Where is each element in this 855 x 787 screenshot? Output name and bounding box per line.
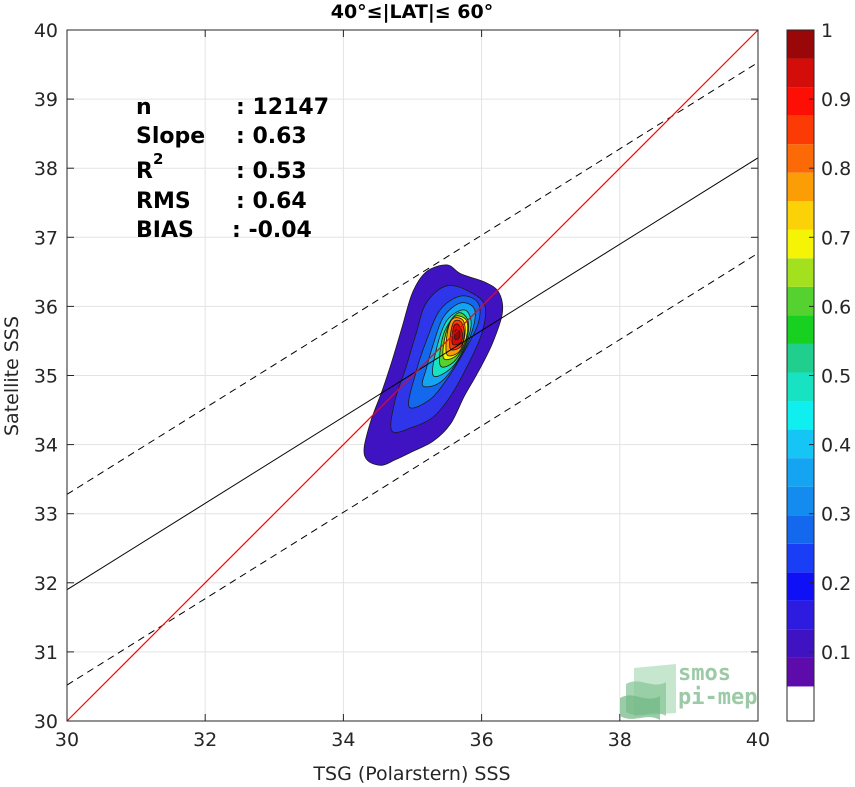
y-axis-ticks: 30 31 32 33 34 35 36 37 38 39 40 [34,20,758,733]
stat-n-label: n [136,95,152,120]
x-axis-ticks: 30 32 34 36 38 40 [55,30,770,751]
y-tick-label: 38 [34,158,58,180]
colorbar-tick-label: 0.6 [821,296,851,318]
x-tick-label: 32 [193,729,217,751]
colorbar-band [787,543,814,573]
y-tick-label: 35 [34,366,58,388]
x-axis-title: TSG (Polarstern) SSS [312,763,510,785]
stat-slope-value: : 0.63 [236,124,307,149]
reference-lines [66,29,759,722]
stat-slope-label: Slope [136,124,205,149]
colorbar-band [787,87,814,116]
x-tick-label: 36 [470,729,494,751]
chart-title: 40°≤|LAT|≤ 60° [331,1,494,23]
stat-n-value: : 12147 [236,95,329,120]
confidence-line-1 [66,62,759,495]
colorbar-band [787,600,814,630]
stat-rms-label: RMS [136,189,191,214]
y-tick-label: 37 [34,227,58,249]
y-tick-label: 32 [34,573,58,595]
colorbar-band [787,115,814,145]
confidence-line-2 [66,252,759,686]
colorbar-band [787,515,814,544]
stat-r2-value: : 0.53 [236,159,307,184]
x-tick-label: 40 [746,729,770,751]
x-tick-label: 34 [331,729,355,751]
y-tick-label: 40 [34,20,58,42]
y-tick-label: 39 [34,89,58,111]
colorbar-band [787,686,814,721]
colorbar-band [787,172,814,202]
colorbar-band [787,401,814,430]
y-tick-label: 33 [34,504,58,526]
colorbar-tick-label: 0.8 [821,158,851,180]
identity-line [66,29,759,722]
colorbar-band [787,343,814,373]
colorbar-band [787,458,814,487]
colorbar-bands [787,30,814,721]
logo-graphic-icon [620,664,676,720]
colorbar-tick-label: 0.9 [821,89,851,111]
plot-area: 30 32 34 36 38 40 30 31 32 33 34 35 36 37 38 39 40 [34,20,770,751]
regression-line [66,157,759,591]
x-tick-label: 30 [55,729,79,751]
y-tick-label: 30 [34,711,58,733]
colorbar-band [787,486,814,516]
colorbar-band [787,429,814,459]
colorbar-band [787,372,814,402]
colorbar-tick-label: 0.4 [821,435,851,457]
colorbar-tick-label: 0.7 [821,227,851,249]
statistics-box: n : 12147 Slope : 0.63 R 2 : 0.53 RMS : … [136,95,329,243]
colorbar-tick-label: 1 [821,20,833,42]
stat-bias-value: : -0.04 [232,218,312,243]
x-tick-label: 38 [608,729,632,751]
colorbar-ticks: 0.1 0.2 0.3 0.4 0.5 0.6 0.7 0.8 0.9 1 [809,20,851,664]
colorbar: 0.1 0.2 0.3 0.4 0.5 0.6 0.7 0.8 0.9 1 [786,20,851,722]
colorbar-tick-label: 0.3 [821,504,851,526]
y-tick-label: 31 [34,642,58,664]
colorbar-band [787,258,814,287]
colorbar-band [787,30,814,59]
colorbar-tick-label: 0.5 [821,366,851,388]
colorbar-band [787,657,814,687]
y-tick-label: 36 [34,296,58,318]
colorbar-band [787,572,814,601]
stat-bias-label: BIAS [136,218,194,243]
logo-line1: smos [678,661,731,686]
stat-rms-value: : 0.64 [236,189,307,214]
colorbar-tick-label: 0.1 [821,642,851,664]
colorbar-band [787,201,814,230]
colorbar-tick-label: 0.2 [821,573,851,595]
y-tick-label: 34 [34,435,58,457]
colorbar-band [787,229,814,259]
logo-line2: pi-mep [678,685,757,710]
colorbar-band [787,315,814,344]
stat-r2-superscript: 2 [153,150,163,168]
y-axis-title: Satellite SSS [1,316,23,436]
colorbar-band [787,58,814,88]
colorbar-band [787,286,814,316]
colorbar-band [787,629,814,658]
stat-r2-label: R [136,159,153,184]
smos-pi-mep-logo: smos pi-mep [620,661,757,720]
